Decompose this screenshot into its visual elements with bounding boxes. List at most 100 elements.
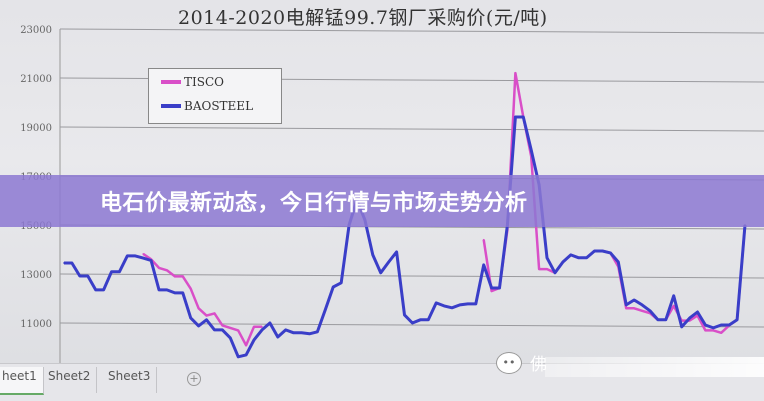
data-point-baosteel xyxy=(86,275,89,277)
data-point-baosteel xyxy=(118,270,121,273)
wechat-icon: •• xyxy=(496,351,522,374)
sheet-tab-1[interactable]: heet1 xyxy=(0,367,44,395)
headline-banner: 电石价最新动态，今日行情与市场走势分析 xyxy=(0,175,764,227)
data-point-tisco xyxy=(189,287,192,290)
data-point-baosteel xyxy=(395,251,398,253)
data-point-baosteel xyxy=(134,255,137,257)
data-point-baosteel xyxy=(197,325,200,327)
data-point-tisco xyxy=(546,268,548,270)
data-point-tisco xyxy=(482,238,485,241)
watermark-text: 佛 xyxy=(530,355,547,375)
data-point-tisco xyxy=(166,269,168,272)
data-point-baosteel xyxy=(498,287,501,289)
data-point-baosteel xyxy=(593,250,596,252)
data-point-baosteel xyxy=(688,317,691,319)
data-point-baosteel xyxy=(245,354,247,356)
data-point-baosteel xyxy=(189,317,192,319)
legend-label: TISCO xyxy=(184,75,224,89)
data-point-baosteel xyxy=(142,257,144,259)
data-point-baosteel xyxy=(585,257,588,259)
data-point-baosteel xyxy=(158,289,160,291)
data-point-baosteel xyxy=(720,324,723,326)
data-point-baosteel xyxy=(411,322,414,324)
data-point-baosteel xyxy=(166,289,168,291)
data-point-tisco xyxy=(245,344,247,347)
data-point-baosteel xyxy=(482,264,485,266)
data-point-baosteel xyxy=(253,339,255,341)
data-point-baosteel xyxy=(261,329,263,331)
data-point-tisco xyxy=(633,307,635,310)
data-point-baosteel xyxy=(150,259,152,262)
data-point-baosteel xyxy=(530,149,532,151)
data-point-baosteel xyxy=(229,337,232,339)
data-point-tisco xyxy=(720,332,723,334)
data-point-tisco xyxy=(514,72,517,74)
data-point-baosteel xyxy=(269,322,271,324)
data-point-tisco xyxy=(174,275,176,278)
data-point-tisco xyxy=(672,305,675,307)
data-point-baosteel xyxy=(419,319,422,321)
data-point-tisco xyxy=(625,307,628,310)
data-point-tisco xyxy=(229,327,232,329)
data-point-baosteel xyxy=(601,250,604,252)
add-sheet-button[interactable]: + xyxy=(187,372,201,386)
data-point-baosteel xyxy=(672,295,675,297)
watermark-bar xyxy=(545,357,764,377)
legend-swatch-tisco xyxy=(161,80,181,84)
data-point-baosteel xyxy=(467,303,469,305)
data-point-tisco xyxy=(197,307,200,310)
data-point-baosteel xyxy=(126,255,129,257)
data-point-baosteel xyxy=(443,305,445,307)
data-point-tisco xyxy=(158,267,160,269)
legend-swatch-baosteel xyxy=(161,104,181,108)
data-point-baosteel xyxy=(221,329,224,331)
data-point-baosteel xyxy=(94,289,97,291)
data-point-baosteel xyxy=(514,116,517,118)
data-point-baosteel xyxy=(372,254,374,256)
data-point-baosteel xyxy=(490,287,493,289)
data-point-tisco xyxy=(205,314,208,317)
legend-label: BAOSTEEL xyxy=(184,99,254,113)
data-point-baosteel xyxy=(427,319,430,321)
data-point-baosteel xyxy=(562,261,564,263)
legend-item-baosteel: BAOSTEEL xyxy=(161,99,253,113)
gridline xyxy=(59,28,764,34)
data-point-baosteel xyxy=(292,332,295,334)
sheet-tab-3[interactable]: Sheet3 xyxy=(102,367,158,393)
data-point-baosteel xyxy=(63,262,65,264)
legend-item-tisco: TISCO xyxy=(161,75,224,89)
data-point-tisco xyxy=(181,275,184,278)
data-point-baosteel xyxy=(696,311,699,313)
data-point-baosteel xyxy=(641,304,643,306)
data-point-baosteel xyxy=(387,261,390,263)
data-point-tisco xyxy=(641,309,643,312)
data-point-tisco xyxy=(221,324,224,327)
gridline xyxy=(59,322,764,328)
data-point-baosteel xyxy=(617,261,620,263)
data-point-baosteel xyxy=(649,309,651,312)
data-point-baosteel xyxy=(712,327,715,329)
data-point-baosteel xyxy=(680,326,683,328)
data-point-baosteel xyxy=(205,319,208,321)
data-point-tisco xyxy=(213,312,216,315)
data-point-baosteel xyxy=(736,319,738,321)
data-point-baosteel xyxy=(324,308,327,311)
data-point-baosteel xyxy=(300,332,303,334)
data-point-baosteel xyxy=(181,292,184,294)
data-point-baosteel xyxy=(451,307,453,309)
data-point-tisco xyxy=(704,329,707,332)
data-point-baosteel xyxy=(577,257,580,259)
data-point-baosteel xyxy=(277,336,279,338)
data-point-baosteel xyxy=(633,299,635,301)
data-point-baosteel xyxy=(569,254,572,256)
y-tick-label: 21000 xyxy=(20,74,52,85)
data-point-baosteel xyxy=(459,304,461,306)
y-tick-label: 11000 xyxy=(20,319,52,330)
data-point-baosteel xyxy=(308,332,311,335)
data-point-baosteel xyxy=(332,286,335,288)
data-point-baosteel xyxy=(522,116,525,118)
data-point-baosteel xyxy=(110,270,113,273)
series-line-baosteel xyxy=(64,115,747,359)
sheet-tab-2[interactable]: Sheet2 xyxy=(42,367,98,393)
data-point-baosteel xyxy=(174,292,176,294)
